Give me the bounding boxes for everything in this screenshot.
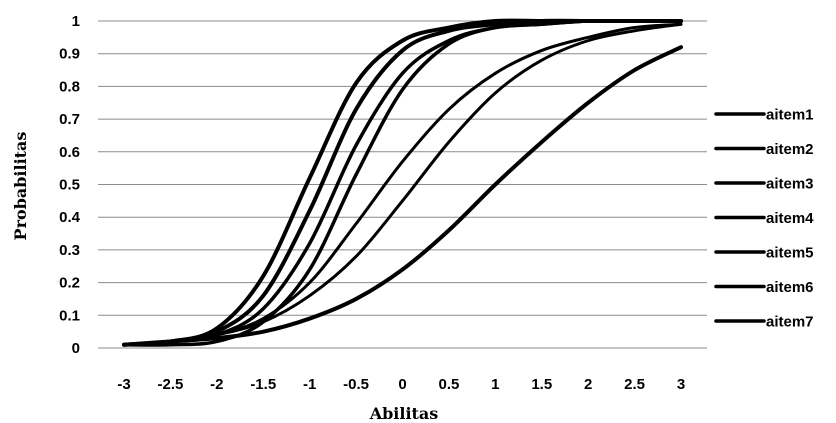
legend-label: aitem3 <box>766 176 814 193</box>
legend-label: aitem1 <box>766 107 814 124</box>
x-tick-label: -1 <box>303 376 316 393</box>
y-tick-label: 0.4 <box>59 209 81 226</box>
legend-label: aitem7 <box>766 314 814 331</box>
legend-label: aitem2 <box>766 141 814 158</box>
x-tick-label: 0 <box>398 376 406 393</box>
y-tick-label: 0.1 <box>59 307 80 324</box>
y-tick-label: 0.3 <box>59 242 80 259</box>
x-tick-label: 0.5 <box>438 376 459 393</box>
x-axis-ticks: -3 -2.5 -2 -1.5 -1 -0.5 0 0.5 1 1.5 2 2.5 3 <box>117 376 685 393</box>
legend-label: aitem6 <box>766 279 814 296</box>
y-tick-label: 0.7 <box>59 111 80 128</box>
series-line-aitem6 <box>122 18 683 347</box>
x-tick-label: 1.5 <box>531 376 552 393</box>
series-line-aitem5 <box>122 19 683 347</box>
x-tick-label: 2.5 <box>624 376 645 393</box>
y-axis-title: Probabilitas <box>11 132 30 241</box>
x-tick-label: -2.5 <box>157 376 183 393</box>
y-tick-label: 0.9 <box>59 46 80 63</box>
plot-series <box>122 18 683 347</box>
y-tick-label: 0 <box>72 340 80 357</box>
series-line-aitem7 <box>122 45 683 347</box>
legend: aitem1 aitem2 aitem3 aitem4 aitem5 aitem6 aite… <box>714 107 814 331</box>
y-tick-label: 0.2 <box>59 275 80 292</box>
x-tick-label: 1 <box>491 376 499 393</box>
series-line-aitem3 <box>122 19 683 347</box>
y-tick-label: 0.6 <box>59 144 80 161</box>
x-tick-label: -2 <box>210 376 223 393</box>
x-tick-label: 3 <box>677 376 685 393</box>
gridlines <box>98 20 707 349</box>
legend-label: aitem5 <box>766 245 814 262</box>
y-tick-label: 1 <box>72 13 80 30</box>
x-axis-title: Abilitas <box>369 404 439 423</box>
legend-label: aitem4 <box>766 210 814 227</box>
series-line-aitem4 <box>122 18 683 347</box>
y-axis-ticks: 0 0.1 0.2 0.3 0.4 0.5 0.6 0.7 0.8 0.9 1 <box>59 13 81 357</box>
y-tick-label: 0.8 <box>59 78 80 95</box>
x-tick-label: -1.5 <box>250 376 276 393</box>
x-tick-label: 2 <box>584 376 592 393</box>
x-tick-label: -3 <box>117 376 130 393</box>
x-tick-label: -0.5 <box>343 376 369 393</box>
y-tick-label: 0.5 <box>59 177 80 194</box>
